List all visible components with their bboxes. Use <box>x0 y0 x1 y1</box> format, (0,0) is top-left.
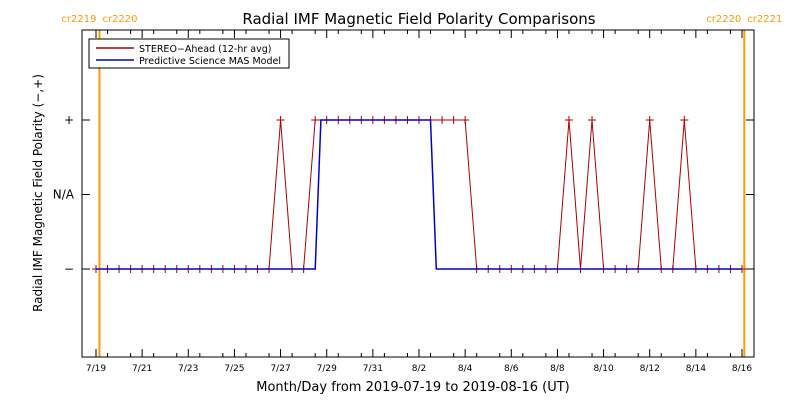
legend-label-0: STEREO−Ahead (12-hr avg) <box>139 44 271 55</box>
rotation-label-right-1: cr2221 <box>747 14 782 25</box>
legend: STEREO−Ahead (12-hr avg)Predictive Scien… <box>88 38 290 69</box>
x-tick-label-9: 8/6 <box>504 364 519 374</box>
rotation-markers: cr2219 cr2220 cr2220 cr2221 <box>61 14 782 357</box>
x-tick-label-0: 7/19 <box>86 364 106 374</box>
legend-label-1: Predictive Science MAS Model <box>139 56 281 67</box>
plot-frame <box>81 29 755 358</box>
data-point-0-30 <box>438 116 447 124</box>
axes-layer: 7/19 7/21 7/23 7/25 7/27 7/29 7/31 8/2 8/4 8/6 8/8… <box>53 30 754 374</box>
y-tick-label-1: N/A <box>53 188 75 202</box>
series-line-0 <box>96 119 742 270</box>
x-tick-label-10: 8/8 <box>550 364 565 374</box>
chart-title: Radial IMF Magnetic Field Polarity Compa… <box>242 10 595 28</box>
x-tick-label-7: 8/2 <box>412 364 426 374</box>
x-tick-label-4: 7/27 <box>270 364 290 374</box>
data-point-0-32 <box>461 116 470 124</box>
x-tick-label-12: 8/12 <box>640 364 660 374</box>
x-tick-label-3: 7/25 <box>224 364 244 374</box>
data-point-0-43 <box>588 116 597 124</box>
y-axis-label: Radial IMF Magnetic Field Polarity (−,+) <box>31 74 45 312</box>
legend-box <box>88 38 290 69</box>
x-tick-label-5: 7/29 <box>317 364 337 374</box>
data-point-0-19 <box>311 116 320 124</box>
y-tick-label-0: + <box>64 113 74 127</box>
data-point-0-41 <box>564 116 573 124</box>
rotation-label-right-0: cr2220 <box>102 14 137 25</box>
x-axis-label: Month/Day from 2019-07-19 to 2019-08-16 … <box>256 380 569 395</box>
x-tick-label-14: 8/16 <box>732 364 752 374</box>
series-layer <box>92 116 746 273</box>
x-tick-label-13: 8/14 <box>686 364 706 374</box>
x-tick-label-6: 7/31 <box>363 364 383 374</box>
y-tick-label-2: − <box>64 262 74 276</box>
data-point-0-51 <box>680 116 689 124</box>
data-point-0-48 <box>645 116 654 124</box>
data-point-0-31 <box>449 116 458 124</box>
x-tick-label-1: 7/21 <box>132 364 152 374</box>
rotation-label-left-1: cr2220 <box>706 14 741 25</box>
x-tick-label-8: 8/4 <box>458 364 473 374</box>
data-point-0-16 <box>276 116 285 124</box>
x-tick-label-11: 8/10 <box>593 364 613 374</box>
x-tick-label-2: 7/23 <box>178 364 198 374</box>
series-line-1 <box>96 119 742 270</box>
rotation-label-left-0: cr2219 <box>61 14 96 25</box>
